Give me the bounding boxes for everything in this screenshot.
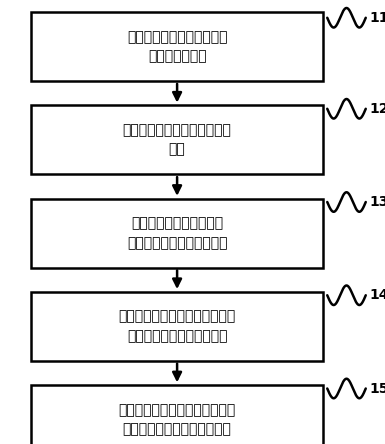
- Text: 根据候选点及其邻点的特征，迭
代地更新候选对象，直至收敛: 根据候选点及其邻点的特征，迭 代地更新候选对象，直至收敛: [119, 403, 236, 436]
- Text: 150: 150: [370, 381, 385, 396]
- FancyBboxPatch shape: [31, 199, 323, 267]
- Text: 卷积神经网络最小化组合损失，
提供眼角和嘴角的候选对象: 卷积神经网络最小化组合损失， 提供眼角和嘴角的候选对象: [119, 309, 236, 343]
- Text: 140: 140: [370, 288, 385, 302]
- Text: 110: 110: [370, 11, 385, 25]
- FancyBboxPatch shape: [31, 385, 323, 444]
- Text: 提取三维局部形状描述符，
粗略地检测鼻子: 提取三维局部形状描述符， 粗略地检测鼻子: [127, 30, 228, 63]
- Text: 根据人类面部特征的分布
确定眼睛和嘴巴所在的区域: 根据人类面部特征的分布 确定眼睛和嘴巴所在的区域: [127, 216, 228, 250]
- FancyBboxPatch shape: [31, 12, 323, 81]
- Text: 120: 120: [370, 102, 385, 116]
- FancyBboxPatch shape: [31, 106, 323, 174]
- Text: 利用特征得分对鼻尖进行准确
定位: 利用特征得分对鼻尖进行准确 定位: [123, 123, 231, 157]
- Text: 130: 130: [370, 195, 385, 209]
- FancyBboxPatch shape: [31, 292, 323, 361]
